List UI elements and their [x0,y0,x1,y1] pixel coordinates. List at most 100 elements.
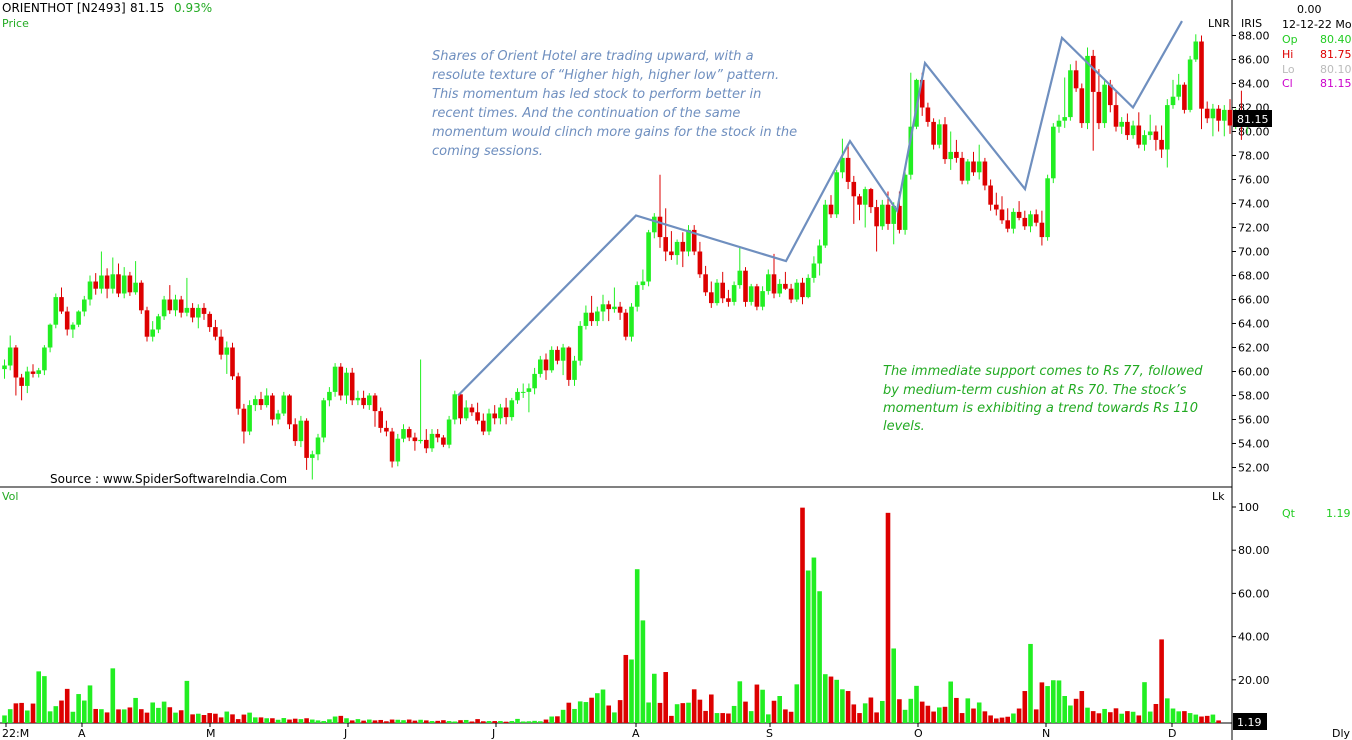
volume-bar [355,719,361,723]
candle [42,345,47,376]
volume-bar [1204,715,1210,723]
candle-body [1102,84,1107,124]
volume-bar [634,569,640,723]
candle-body [1033,214,1039,223]
volume-bar [441,720,446,723]
volume-bar [498,721,503,723]
candle [771,253,777,299]
volume-bar [230,714,235,723]
candle [737,247,743,289]
candle-body [99,275,104,289]
candle [1033,209,1039,227]
candle [241,403,247,444]
candle-body [766,274,771,292]
price-tick-label: 70.00 [1238,246,1270,259]
candle [623,309,629,341]
candle-body [555,349,560,361]
volume-bar [851,704,857,723]
candle [1096,69,1102,130]
volume-bar [908,698,914,723]
bar-date: 12-12-22 Mo [1282,18,1352,31]
volume-bar [532,720,537,723]
candle-body [577,325,583,361]
candle-body [857,196,862,205]
volume-bar [1113,708,1119,723]
candle [999,196,1005,224]
volume-bar [424,720,429,723]
candle [104,268,110,299]
candle [931,118,936,150]
volume-bar [1062,696,1067,723]
candle [1119,117,1124,134]
candle-body [458,394,463,419]
candle-body [429,433,435,449]
volume-bar [674,704,680,723]
volume-bar [600,689,606,723]
volume-bar [555,716,560,723]
candle-body [817,245,822,264]
volume-tick-label: 40.00 [1238,631,1270,644]
candle [714,279,720,306]
candle [178,295,184,318]
price-tick-label: 52.00 [1238,462,1270,475]
volume-bar [629,659,634,723]
volume-bar [361,720,366,723]
candle [367,393,372,410]
candle-body [378,411,383,428]
candle-body [133,282,138,293]
volume-bar [948,681,953,723]
candle-body [652,216,657,233]
volume-bar [349,720,355,723]
volume-bar [697,699,703,723]
volume-bar [25,710,30,723]
volume-bar [1068,705,1073,723]
candle-body [925,107,931,122]
candle-body [235,376,241,409]
candle-body [70,324,76,330]
candle-body [161,299,167,317]
candle [1176,73,1181,101]
volume-bar [87,685,93,723]
candle [384,420,389,437]
candle-body [213,327,218,337]
candle [446,415,452,449]
candle [754,283,760,311]
price-tick-label: 62.00 [1238,342,1270,355]
time-axis-ticks: 22:M A M J J A S O N D [2,723,1176,740]
candle-body [463,407,469,419]
candle [851,175,857,224]
candle-body [1113,105,1119,127]
candle-body [218,336,224,355]
candle [874,199,879,252]
volume-bar [1182,711,1187,723]
volume-bar [1165,698,1170,723]
candle-body [36,370,41,374]
candle [1216,105,1221,132]
volume-bar [726,713,731,723]
ohlc-open-value: 80.40 [1320,33,1352,46]
candle [971,151,976,176]
volume-bar [42,676,47,723]
candle [275,409,281,425]
candle [1204,101,1210,124]
price-panel-label: Price [2,17,29,30]
candle-body [686,229,691,252]
lnr-label: LNR [1208,17,1230,30]
candle-body [606,304,611,310]
candle [902,172,908,235]
candle-body [709,292,714,304]
candle [520,383,526,398]
candle-body [196,307,201,318]
candle [709,281,714,308]
volume-bar [874,712,879,723]
volume-bar [686,702,691,723]
volume-bar [959,713,965,723]
candle [1227,99,1233,134]
candle [1039,210,1045,246]
candle [834,169,839,218]
candle-body [110,274,116,289]
candle-body [315,437,321,455]
volume-bar [315,720,321,723]
volume-bar [1119,713,1124,723]
candle-body [988,185,993,205]
